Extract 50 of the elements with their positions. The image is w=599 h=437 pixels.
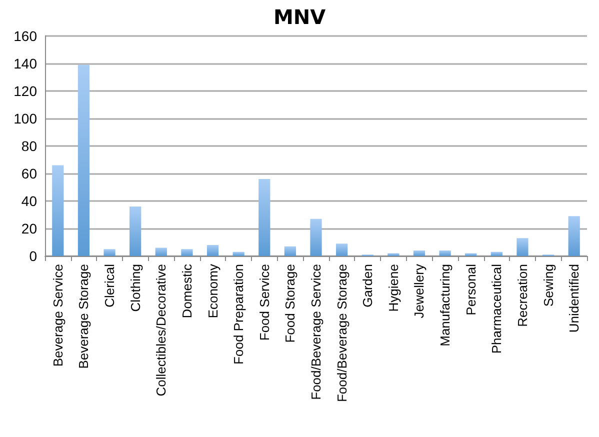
bar xyxy=(465,253,477,256)
x-tick-label: Unidentified xyxy=(566,264,582,333)
bar xyxy=(78,64,90,256)
x-tick-label: Food/Beverage Service xyxy=(308,264,324,400)
x-tick-label: Hygiene xyxy=(386,264,401,312)
bar xyxy=(413,250,426,256)
bar xyxy=(130,206,142,256)
bar xyxy=(336,244,348,256)
chart-title: MNV xyxy=(273,5,326,29)
x-tick-label: Food Storage xyxy=(282,264,298,343)
x-tick-label: Sewing xyxy=(540,264,556,307)
x-tick-label: Economy xyxy=(205,264,220,318)
y-tick-label: 20 xyxy=(21,220,38,236)
x-tick-label: Personal xyxy=(463,264,478,316)
y-tick-label: 60 xyxy=(21,166,38,182)
bar xyxy=(439,250,451,256)
y-tick-label: 140 xyxy=(14,56,38,72)
y-tick-label: 80 xyxy=(21,138,38,154)
x-tick-label: Pharmaceutical xyxy=(489,264,504,354)
bar xyxy=(568,216,580,256)
x-tick-label: Beverage Service xyxy=(50,264,66,367)
bar xyxy=(490,252,502,256)
x-tick-label: Food Service xyxy=(256,264,272,341)
x-tick-label: Domestic xyxy=(179,264,194,318)
bar xyxy=(284,246,296,256)
bar xyxy=(206,245,219,256)
x-tick-label: Jewellery xyxy=(412,264,427,318)
y-tick-label: 160 xyxy=(14,28,38,44)
bar xyxy=(310,218,322,256)
bar xyxy=(104,249,116,256)
bar xyxy=(516,238,528,256)
bar xyxy=(155,248,167,256)
x-tick-label: Collectibles/Decorative xyxy=(154,264,169,396)
x-tick-label: Clerical xyxy=(102,264,118,308)
x-tick-label: Clothing xyxy=(128,264,143,312)
x-tick-label: Manufacturing xyxy=(438,264,453,346)
x-tick-label: Garden xyxy=(360,264,376,308)
bar xyxy=(52,165,64,256)
bar xyxy=(181,249,193,256)
bar xyxy=(258,179,270,256)
x-tick-label: Recreation xyxy=(514,264,530,327)
bar xyxy=(388,253,400,256)
y-tick-label: 0 xyxy=(29,248,38,264)
x-tick-label: Beverage Storage xyxy=(76,264,92,369)
x-tick-label: Food Preparation xyxy=(231,264,246,364)
x-tick-label: Food/Beverage Storage xyxy=(334,264,350,402)
y-tick-label: 100 xyxy=(14,110,38,126)
bar xyxy=(232,252,244,256)
y-tick-label: 40 xyxy=(21,193,38,209)
y-tick-label: 120 xyxy=(14,83,38,99)
